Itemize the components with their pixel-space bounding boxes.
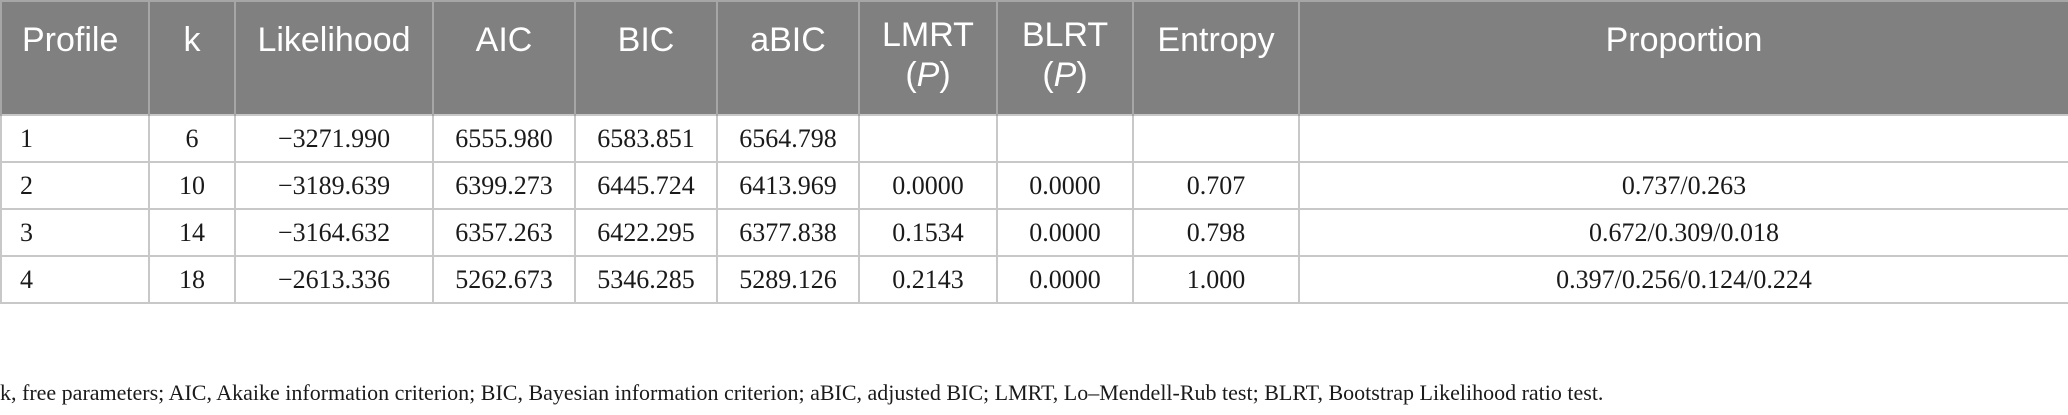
cell-abic: 5289.126	[716, 255, 860, 304]
header-lmrt: LMRT (P)	[858, 0, 998, 115]
table-row: 1 6 −3271.990 6555.980 6583.851 6564.798	[0, 114, 2068, 163]
cell-proportion: 0.737/0.263	[1298, 161, 2068, 210]
cell-proportion: 0.397/0.256/0.124/0.224	[1298, 255, 2068, 304]
table-row: 2 10 −3189.639 6399.273 6445.724 6413.96…	[0, 161, 2068, 210]
header-blrt-p: P	[1053, 56, 1077, 94]
cell-profile: 3	[0, 208, 150, 257]
header-lmrt-p: P	[916, 56, 940, 94]
cell-entropy: 0.707	[1132, 161, 1300, 210]
table-footnote: k, free parameters; AIC, Akaike informat…	[0, 380, 1604, 405]
cell-bic: 5346.285	[574, 255, 718, 304]
header-profile: Profile	[0, 0, 150, 115]
cell-blrt: 0.0000	[996, 161, 1134, 210]
header-blrt: BLRT (P)	[996, 0, 1134, 115]
cell-likelihood: −2613.336	[234, 255, 434, 304]
table-row: 4 18 −2613.336 5262.673 5346.285 5289.12…	[0, 255, 2068, 304]
header-aic: AIC	[432, 0, 576, 115]
cell-bic: 6422.295	[574, 208, 718, 257]
cell-profile: 1	[0, 114, 150, 163]
cell-likelihood: −3271.990	[234, 114, 434, 163]
cell-k: 18	[148, 255, 236, 304]
cell-bic: 6445.724	[574, 161, 718, 210]
cell-profile: 2	[0, 161, 150, 210]
cell-entropy	[1132, 114, 1300, 163]
header-row: Profile k Likelihood AIC BIC aBIC LMRT (…	[0, 0, 2068, 115]
cell-aic: 6555.980	[432, 114, 576, 163]
header-likelihood: Likelihood	[234, 0, 434, 115]
latent-profile-fit-table: Profile k Likelihood AIC BIC aBIC LMRT (…	[0, 0, 2068, 304]
cell-aic: 6357.263	[432, 208, 576, 257]
cell-k: 14	[148, 208, 236, 257]
cell-abic: 6413.969	[716, 161, 860, 210]
cell-aic: 5262.673	[432, 255, 576, 304]
cell-bic: 6583.851	[574, 114, 718, 163]
cell-likelihood: −3189.639	[234, 161, 434, 210]
cell-proportion: 0.672/0.309/0.018	[1298, 208, 2068, 257]
table-row: 3 14 −3164.632 6357.263 6422.295 6377.83…	[0, 208, 2068, 257]
cell-profile: 4	[0, 255, 150, 304]
cell-lmrt: 0.2143	[858, 255, 998, 304]
cell-aic: 6399.273	[432, 161, 576, 210]
cell-k: 10	[148, 161, 236, 210]
header-k: k	[148, 0, 236, 115]
cell-lmrt	[858, 114, 998, 163]
cell-proportion	[1298, 114, 2068, 163]
cell-lmrt: 0.1534	[858, 208, 998, 257]
cell-k: 6	[148, 114, 236, 163]
cell-blrt: 0.0000	[996, 208, 1134, 257]
header-proportion: Proportion	[1298, 0, 2068, 115]
results-table-container: Profile k Likelihood AIC BIC aBIC LMRT (…	[0, 0, 2068, 304]
cell-lmrt: 0.0000	[858, 161, 998, 210]
cell-blrt	[996, 114, 1134, 163]
cell-abic: 6377.838	[716, 208, 860, 257]
cell-blrt: 0.0000	[996, 255, 1134, 304]
header-entropy: Entropy	[1132, 0, 1300, 115]
cell-entropy: 1.000	[1132, 255, 1300, 304]
header-bic: BIC	[574, 0, 718, 115]
cell-entropy: 0.798	[1132, 208, 1300, 257]
cell-abic: 6564.798	[716, 114, 860, 163]
cell-likelihood: −3164.632	[234, 208, 434, 257]
header-abic: aBIC	[716, 0, 860, 115]
